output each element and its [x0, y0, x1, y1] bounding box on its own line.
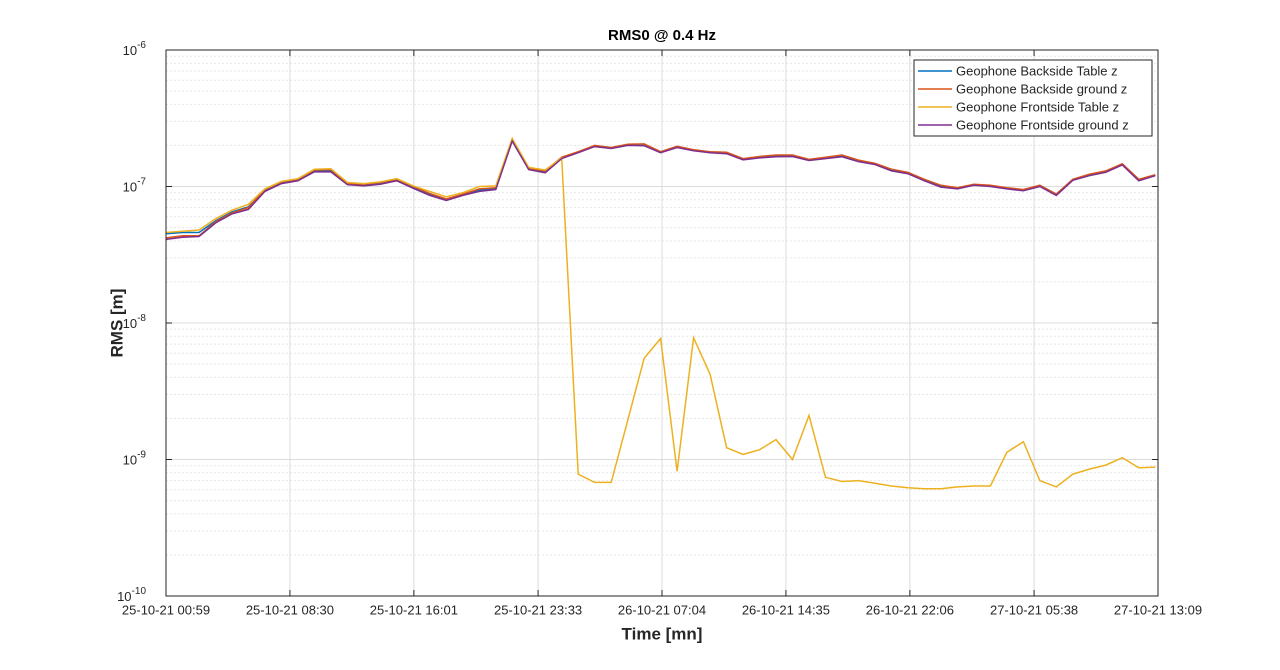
x-tick-label: 25-10-21 08:30 — [246, 602, 334, 617]
lines — [165, 136, 1156, 490]
y-tick-exponent: -7 — [137, 176, 146, 187]
x-tick-label: 26-10-21 14:35 — [742, 602, 830, 617]
x-axis-label: Time [mn] — [622, 624, 703, 643]
y-tick-base: 10 — [117, 589, 131, 604]
legend-label: Geophone Frontside Table z — [956, 99, 1119, 114]
y-tick-label: 10-9 — [123, 449, 147, 468]
y-tick-label: 10-6 — [123, 40, 147, 59]
legend-label: Geophone Backside Table z — [956, 63, 1118, 78]
y-tick-base: 10 — [123, 43, 137, 58]
series-line — [165, 139, 1156, 241]
legend-label: Geophone Frontside ground z — [956, 117, 1129, 132]
legend-box — [913, 59, 1153, 137]
y-tick-base: 10 — [123, 180, 137, 195]
y-tick-label: 10-7 — [123, 176, 147, 195]
y-tick-base: 10 — [123, 453, 137, 468]
y-tick-exponent: -8 — [137, 313, 146, 324]
y-tick-exponent: -10 — [132, 586, 147, 597]
y-tick-label: 10-10 — [117, 586, 146, 605]
y-axis-label: RMS [m] — [107, 289, 126, 358]
chart-title: RMS0 @ 0.4 Hz — [608, 27, 716, 44]
y-tick-label: 10-8 — [123, 313, 147, 332]
x-tick-label: 26-10-21 07:04 — [618, 602, 706, 617]
x-tick-label: 27-10-21 13:09 — [1114, 602, 1202, 617]
x-tick-label: 27-10-21 05:38 — [990, 602, 1078, 617]
x-tick-label: 25-10-21 23:33 — [494, 602, 582, 617]
legend-label: Geophone Backside ground z — [956, 81, 1127, 96]
x-tick-label: 26-10-21 22:06 — [866, 602, 954, 617]
legend: Geophone Backside Table z Geophone Backsi… — [913, 59, 1153, 137]
y-tick-base: 10 — [123, 316, 137, 331]
y-tick-exponent: -9 — [137, 449, 146, 460]
y-tick-exponent: -6 — [137, 40, 146, 51]
x-tick-label: 25-10-21 16:01 — [370, 602, 458, 617]
x-tick-label: 25-10-21 00:59 — [122, 602, 210, 617]
series-line — [165, 136, 1156, 490]
